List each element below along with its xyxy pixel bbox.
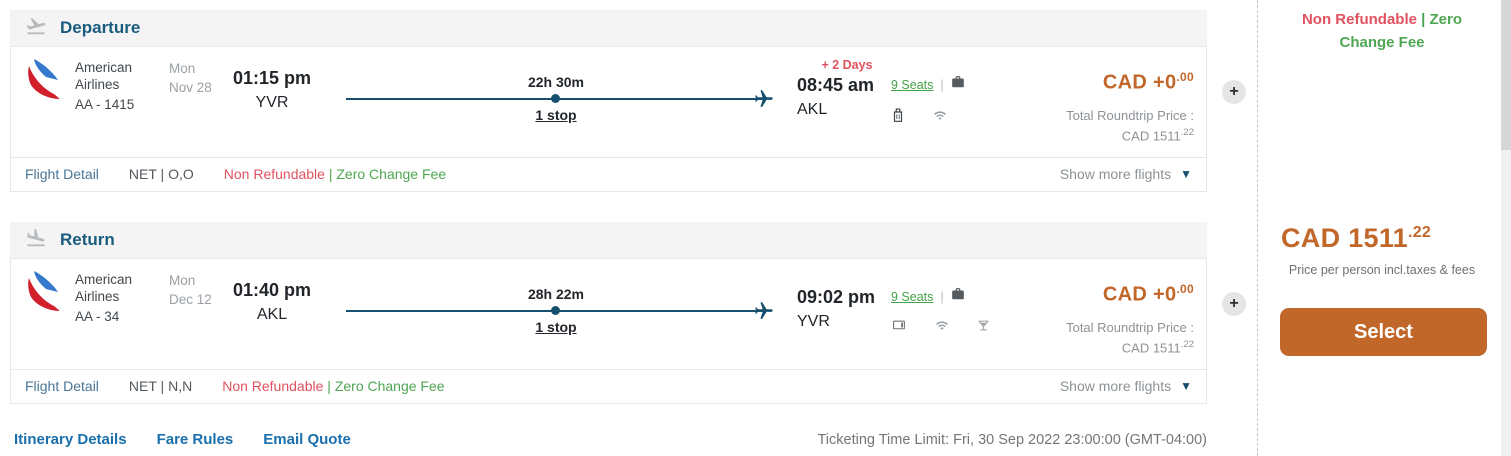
caret-down-icon: ▼ [1180, 379, 1192, 393]
flight-duration: 22h 30m [527, 74, 585, 90]
flight-number: AA - 1415 [75, 97, 135, 112]
return-date: Mon Dec 12 [169, 271, 212, 309]
plane-icon [753, 88, 774, 114]
departure-card-footer: Flight Detail NET | O,O Non Refundable |… [11, 158, 1206, 190]
origin-airport-code: AKL [256, 306, 288, 323]
seats-left-link[interactable]: 9 Seats [891, 289, 934, 304]
fare-delta: CAD +0.00 [1102, 282, 1194, 306]
scrollbar-thumb[interactable] [1501, 0, 1511, 150]
fare-flags: Non Refundable | Zero Change Fee [222, 378, 445, 394]
day-offset-badge: + 2 Days [821, 58, 873, 72]
entertainment-screen-icon [891, 319, 907, 337]
fare-delta: CAD +0.00 [1102, 70, 1194, 94]
airline-name: American Airlines [75, 272, 133, 304]
total-price-label: Total Roundtrip Price : [1066, 319, 1194, 335]
fare-basis: NET | O,O [128, 166, 194, 182]
show-more-flights[interactable]: Show more flights ▼ [1059, 378, 1192, 394]
return-flight-row: American Airlines AA - 34 Mon Dec 12 01:… [11, 259, 1206, 370]
departure-flight-row: American Airlines AA - 1415 Mon Nov 28 0… [11, 47, 1206, 158]
day-of-week: Mon [169, 61, 196, 76]
departure-flight-card: American Airlines AA - 1415 Mon Nov 28 0… [10, 46, 1207, 192]
destination-airport-code: AKL [797, 101, 828, 118]
flight-duration: 28h 22m [527, 286, 585, 302]
bottom-action-links: Itinerary Details Fare Rules Email Quote [14, 431, 351, 448]
plane-takeoff-icon [23, 15, 49, 42]
expand-departure-button[interactable]: + [1222, 80, 1246, 104]
price-per-person-note: Price per person incl.taxes & fees [1288, 263, 1476, 277]
departure-section-header: Departure [10, 10, 1207, 46]
plane-icon [753, 300, 774, 326]
total-price-value: CAD 1511.22 [1121, 126, 1194, 143]
plane-landing-icon [23, 227, 49, 254]
return-title: Return [60, 230, 115, 249]
total-price-value: CAD 1511.22 [1121, 338, 1194, 355]
origin-block: 01:40 pm AKL [217, 280, 327, 324]
destination-block: 09:02 pm YVR [797, 270, 897, 331]
origin-airport-code: YVR [255, 94, 289, 111]
ticketing-time-limit: Ticketing Time Limit: Fri, 30 Sep 2022 2… [817, 432, 1207, 448]
scrollbar-track[interactable] [1501, 0, 1511, 456]
caret-down-icon: ▼ [1180, 167, 1192, 181]
price-column: CAD +0.00 Total Roundtrip Price : CAD 15… [1066, 70, 1194, 143]
departure-date: Mon Nov 28 [169, 59, 212, 97]
stop-dot-icon [551, 94, 560, 103]
destination-block: + 2 Days 08:45 am AKL [797, 58, 897, 119]
departure-time: 01:40 pm [232, 280, 312, 300]
departure-title: Departure [60, 18, 141, 37]
return-card-footer: Flight Detail NET | N,N Non Refundable |… [11, 370, 1206, 402]
wifi-icon [932, 109, 948, 127]
destination-airport-code: YVR [797, 313, 830, 330]
seats-left-link[interactable]: 9 Seats [891, 77, 934, 92]
show-more-flights[interactable]: Show more flights ▼ [1059, 166, 1192, 182]
fare-flags: Non Refundable | Zero Change Fee [223, 166, 447, 182]
airline-info: American Airlines AA - 34 [75, 271, 157, 325]
expand-return-button[interactable]: + [1222, 292, 1246, 316]
day-of-week: Mon [169, 273, 196, 288]
briefcase-icon [951, 287, 965, 306]
return-flight-card: American Airlines AA - 34 Mon Dec 12 01:… [10, 258, 1207, 404]
briefcase-icon [951, 75, 965, 94]
stop-dot-icon [551, 306, 560, 315]
fare-rules-link[interactable]: Fare Rules [156, 431, 234, 448]
american-airlines-logo [27, 59, 71, 99]
airline-info: American Airlines AA - 1415 [75, 59, 157, 113]
select-button[interactable]: Select [1280, 308, 1487, 356]
arrival-time: 09:02 pm [797, 287, 876, 307]
suitcase-icon [891, 107, 905, 129]
flight-number: AA - 34 [75, 309, 120, 324]
american-airlines-logo [27, 271, 71, 311]
stops-link[interactable]: 1 stop [535, 319, 577, 335]
bar-amenity-icon [977, 319, 990, 337]
divider: | [940, 77, 944, 92]
day-offset-badge [797, 270, 897, 287]
email-quote-link[interactable]: Email Quote [263, 431, 351, 448]
flight-detail-link[interactable]: Flight Detail [25, 378, 99, 394]
arrival-time: 08:45 am [797, 75, 875, 95]
airline-name: American Airlines [75, 60, 133, 92]
seats-amenities: 9 Seats | [891, 287, 1021, 337]
itinerary-details-link[interactable]: Itinerary Details [14, 431, 127, 448]
seats-amenities: 9 Seats | [891, 75, 1021, 129]
flight-path-line [346, 90, 773, 107]
departure-time: 01:15 pm [232, 68, 312, 88]
return-section-header: Return [10, 222, 1207, 258]
calendar-date: Dec 12 [169, 292, 212, 307]
stops-link[interactable]: 1 stop [535, 107, 577, 123]
calendar-date: Nov 28 [169, 80, 212, 95]
fare-basis: NET | N,N [128, 378, 193, 394]
total-price-label: Total Roundtrip Price : [1066, 107, 1194, 123]
flight-path-line [346, 302, 773, 319]
flight-detail-link[interactable]: Flight Detail [25, 166, 99, 182]
panel-fare-flags: Non Refundable | Zero Change Fee [1301, 11, 1463, 51]
total-fare-price: CAD 1511.22 [1281, 223, 1432, 253]
divider: | [940, 289, 944, 304]
wifi-icon [934, 319, 950, 337]
panel-divider [1257, 0, 1258, 456]
price-column: CAD +0.00 Total Roundtrip Price : CAD 15… [1066, 282, 1194, 355]
origin-block: 01:15 pm YVR [217, 68, 327, 112]
